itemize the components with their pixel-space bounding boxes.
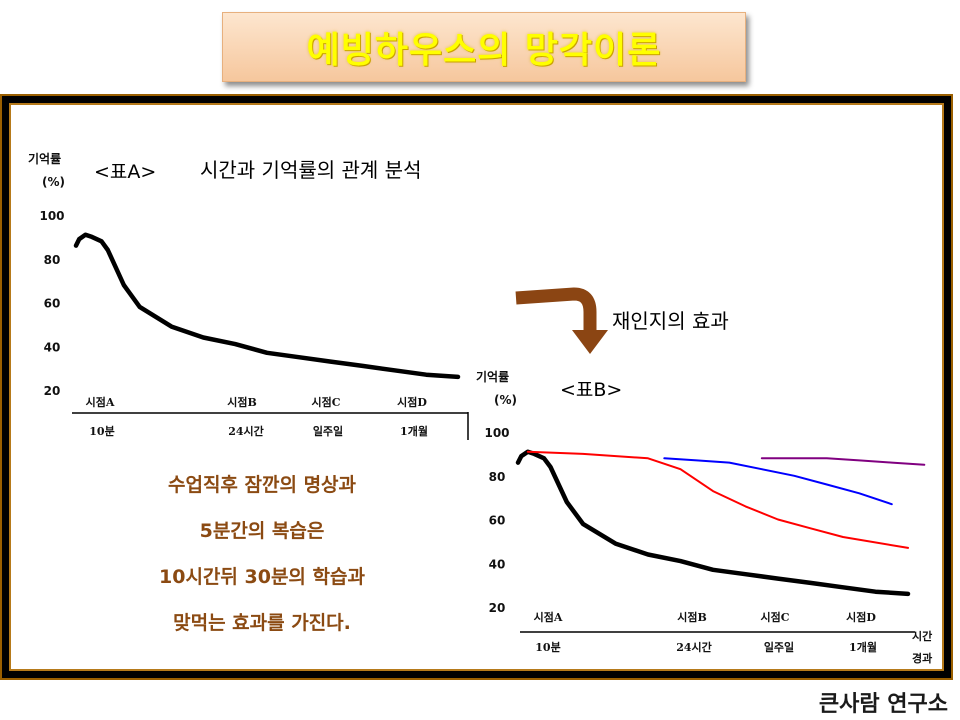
chart-a-point-label: 시점D [397, 395, 427, 409]
chart-b-point-label: 시점C [761, 610, 790, 624]
chart-a-time-label: 1개월 [400, 424, 428, 438]
chart-b-time-label: 10분 [535, 641, 560, 654]
chart-b-title: <표B> [560, 379, 622, 401]
chart-a-time-label: 10분 [89, 425, 114, 438]
chart-b-series-3 [760, 457, 926, 466]
chart-b-series-1 [526, 450, 909, 549]
summary-note: 수업직후 잠깐의 명상과 5분간의 복습은 10시간뒤 30분의 학습과 맞먹는… [62, 462, 462, 646]
chart-a-ytick: 100 [39, 209, 64, 223]
chart-a-point-label: 시점A [86, 395, 115, 409]
chart-a-time-label: 일주일 [313, 424, 343, 438]
transition-arrow [515, 287, 608, 354]
arrow-head-icon [572, 330, 608, 354]
chart-b-point-label: 시점A [534, 610, 563, 624]
title-banner: 예빙하우스의 망각이론 [222, 12, 746, 82]
note-line-2: 5분간의 복습은 [199, 520, 325, 542]
note-line-1: 수업직후 잠깐의 명상과 [167, 474, 357, 496]
chart-b-time-label: 24시간 [676, 640, 712, 654]
chart-a-time-label: 24시간 [228, 424, 264, 438]
chart-b-ylabel: 기억률 [476, 369, 509, 384]
chart-b-point-label: 시점D [846, 610, 876, 624]
chart-b-xlabel-line1: 시간 [912, 629, 932, 643]
chart-a-point-label: 시점C [312, 395, 341, 409]
chart-b-ytick: 20 [489, 601, 506, 615]
chart-a-forgetting-curve [73, 232, 461, 380]
chart-b-yunit: (%) [494, 393, 517, 407]
chart-b-ytick: 40 [489, 557, 506, 571]
chart-b-time-label: 1개월 [849, 640, 877, 654]
credit-label: 큰사람 연구소 [818, 692, 948, 717]
chart-a-ytick: 20 [44, 384, 61, 398]
chart-b-xlabel-line2: 경과 [912, 651, 932, 665]
chart-a-ylabel: 기억률 [28, 151, 61, 166]
chart-b-time-label: 일주일 [764, 640, 794, 654]
page-title: 예빙하우스의 망각이론 [306, 30, 662, 71]
arrow-shaft [515, 287, 597, 332]
chart-a-ytick: 80 [44, 253, 61, 267]
note-line-3: 10시간뒤 30분의 학습과 [159, 566, 365, 588]
chart-b: 기억률 (%) <표B> 20 40 60 80 100 시점A 시점B 시점C 시점D 10… [476, 369, 932, 665]
chart-b-ytick: 60 [489, 514, 506, 528]
chart-a-ytick: 40 [44, 340, 61, 354]
chart-b-point-label: 시점B [677, 610, 707, 624]
note-line-4: 맞먹는 효과를 가진다. [173, 612, 351, 634]
chart-a-subtitle: 시간과 기억률의 관계 분석 [200, 158, 421, 182]
chart-b-ytick: 80 [489, 470, 506, 484]
chart-a: 기억률 (%) <표A> 시간과 기억률의 관계 분석 20406080100 … [28, 151, 469, 440]
chart-b-series-0 [515, 449, 911, 597]
chart-a-yunit: (%) [42, 175, 65, 189]
chart-a-title: <표A> [94, 161, 156, 183]
chart-a-point-label: 시점B [227, 395, 257, 409]
chart-a-ytick: 60 [44, 297, 61, 311]
chart-b-series-2 [663, 457, 893, 506]
chart-b-ytick: 100 [484, 426, 509, 440]
arrow-label: 재인지의 효과 [612, 309, 729, 333]
